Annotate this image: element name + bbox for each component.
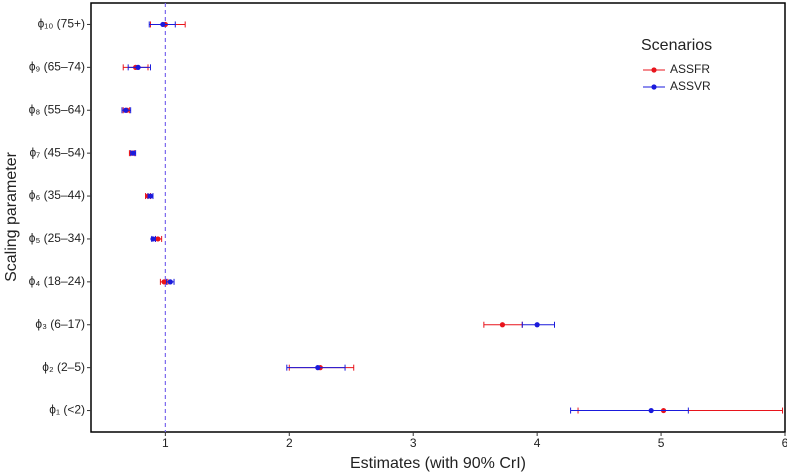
point [648, 407, 654, 414]
point [135, 64, 141, 70]
point [147, 193, 154, 199]
x-axis-label: Estimates (with 90% CrI) [350, 455, 526, 472]
point [315, 365, 321, 371]
plot-border [90, 2, 786, 433]
legend-label: ASSVR [670, 79, 711, 93]
y-tick-label: ϕ₈ (55–64) [29, 102, 85, 116]
point [161, 279, 167, 285]
legend-label: ASSFR [670, 62, 710, 76]
x-tick-label: 4 [534, 436, 541, 450]
point [534, 322, 540, 328]
point [155, 236, 161, 242]
x-tick-label: 2 [286, 436, 293, 450]
point [150, 236, 156, 242]
y-tick-label: ϕ₇ (45–54) [29, 145, 85, 159]
legend-dot [651, 67, 657, 73]
point [160, 21, 166, 28]
y-tick-label: ϕ₄ (18–24) [29, 274, 85, 288]
x-tick-label: 1 [162, 436, 169, 450]
y-tick-label: ϕ₁ (<2) [49, 403, 85, 417]
y-axis-label: Scaling parameter [3, 151, 20, 282]
point [167, 279, 173, 285]
y-tick-label: ϕ₆ (35–44) [29, 188, 85, 202]
x-tick-label: 6 [782, 436, 787, 450]
y-tick-label: ϕ₁₀ (75+) [38, 17, 85, 31]
x-tick-label: 3 [410, 436, 417, 450]
point [130, 150, 136, 156]
point [499, 322, 506, 328]
legend-title: Scenarios [641, 37, 712, 54]
y-tick-label: ϕ₅ (25–34) [29, 231, 85, 245]
point [123, 107, 129, 113]
x-tick-label: 5 [658, 436, 665, 450]
legend-dot [651, 84, 657, 90]
y-tick-label: ϕ₂ (2–5) [42, 360, 85, 374]
y-tick-label: ϕ₉ (65–74) [29, 60, 85, 74]
y-tick-label: ϕ₃ (6–17) [35, 317, 85, 331]
